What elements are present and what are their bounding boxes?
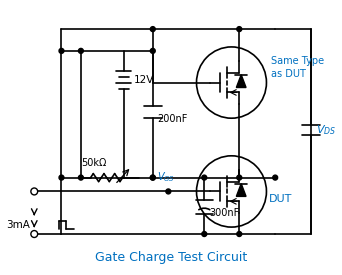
Text: Same Type
as DUT: Same Type as DUT (271, 56, 325, 79)
Circle shape (237, 27, 242, 32)
Polygon shape (236, 183, 246, 196)
Circle shape (150, 175, 155, 180)
Circle shape (202, 175, 207, 180)
Circle shape (150, 27, 155, 32)
Text: $V_{GS}$: $V_{GS}$ (157, 170, 175, 183)
Text: $V_{DS}$: $V_{DS}$ (316, 123, 336, 137)
Text: 200nF: 200nF (158, 114, 188, 124)
Text: 12V: 12V (133, 75, 154, 85)
Circle shape (78, 48, 83, 53)
Circle shape (166, 189, 171, 194)
Text: 3mA: 3mA (6, 220, 30, 230)
Circle shape (59, 175, 64, 180)
Circle shape (273, 175, 278, 180)
Circle shape (78, 175, 83, 180)
Text: 50kΩ: 50kΩ (81, 158, 106, 168)
Circle shape (237, 175, 242, 180)
Circle shape (202, 232, 207, 236)
Circle shape (59, 48, 64, 53)
Text: Gate Charge Test Circuit: Gate Charge Test Circuit (95, 251, 247, 264)
Circle shape (150, 48, 155, 53)
Text: 300nF: 300nF (209, 208, 239, 218)
Circle shape (237, 232, 242, 236)
Text: DUT: DUT (269, 194, 293, 204)
Circle shape (150, 175, 155, 180)
Polygon shape (236, 75, 246, 87)
